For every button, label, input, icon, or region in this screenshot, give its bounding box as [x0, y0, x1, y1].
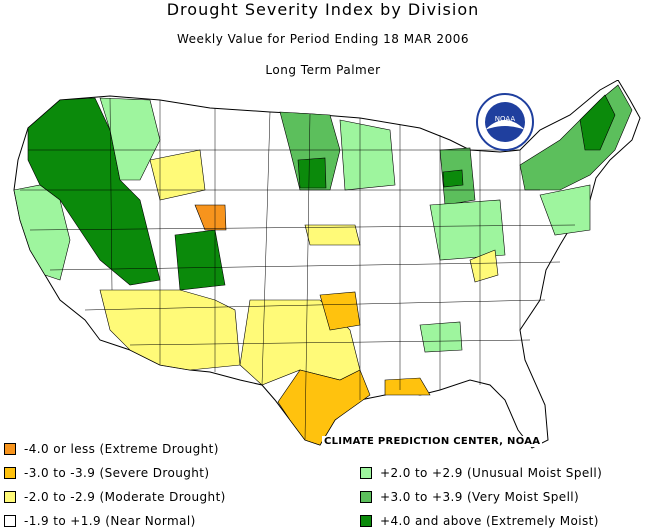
legend-label: +3.0 to +3.9 (Very Moist Spell): [380, 490, 580, 504]
credit-label: CLIMATE PREDICTION CENTER, NOAA: [322, 436, 543, 447]
region-michigan-extreme-moist: [442, 169, 464, 188]
legend-label: -4.0 or less (Extreme Drought): [24, 442, 219, 456]
legend-item: +2.0 to +2.9 (Unusual Moist Spell): [360, 465, 602, 481]
region-louisiana-severe-drought: [384, 377, 431, 396]
legend-item: +4.0 and above (Extremely Moist): [360, 513, 599, 529]
noaa-logo: NOAA: [476, 93, 534, 151]
map-title: Drought Severity Index by Division: [166, 0, 480, 19]
legend-item: -4.0 or less (Extreme Drought): [4, 441, 219, 457]
region-minnesota-unusual-moist: [339, 119, 396, 191]
region-northeast-extreme-moist: [579, 94, 616, 151]
index-name: Long Term Palmer: [265, 63, 381, 77]
legend-swatch: [4, 515, 16, 527]
legend-label: +4.0 and above (Extremely Moist): [380, 514, 599, 528]
state-division-borders: [20, 97, 576, 441]
region-great-lakes-unusual-moist: [429, 199, 506, 261]
region-dakotas-extreme-moist: [297, 157, 327, 189]
us-climate-division-map: [13, 80, 641, 449]
legend-item: -3.0 to -3.9 (Severe Drought): [4, 465, 209, 481]
region-kansas-moderate-drought: [304, 224, 361, 246]
legend-label: -3.0 to -3.9 (Severe Drought): [24, 466, 210, 480]
legend-item: +3.0 to +3.9 (Very Moist Spell): [360, 489, 579, 505]
legend-label: -2.0 to -2.9 (Moderate Drought): [24, 490, 226, 504]
region-kentucky-moderate-drought: [469, 249, 499, 283]
legend-label: +2.0 to +2.9 (Unusual Moist Spell): [380, 466, 603, 480]
map-subtitle: Weekly Value for Period Ending 18 MAR 20…: [177, 32, 469, 46]
legend-label: -1.9 to +1.9 (Near Normal): [24, 514, 196, 528]
legend-item: -2.0 to -2.9 (Moderate Drought): [4, 489, 226, 505]
legend-swatch: [360, 491, 372, 503]
region-mid-atlantic-unusual-moist: [539, 184, 591, 236]
legend-swatch: [4, 443, 16, 455]
legend-item: -1.9 to +1.9 (Near Normal): [4, 513, 196, 529]
region-montana-moist: [99, 97, 161, 181]
legend-swatch: [4, 467, 16, 479]
region-southwest-moderate-drought: [99, 289, 241, 371]
region-colorado-extreme-moist: [174, 229, 226, 291]
legend-swatch: [4, 491, 16, 503]
region-tennessee-unusual-moist: [419, 321, 463, 353]
legend-swatch: [360, 515, 372, 527]
region-texas-severe-drought: [277, 369, 371, 446]
legend-swatch: [360, 467, 372, 479]
noaa-logo-text: NOAA: [495, 115, 516, 123]
